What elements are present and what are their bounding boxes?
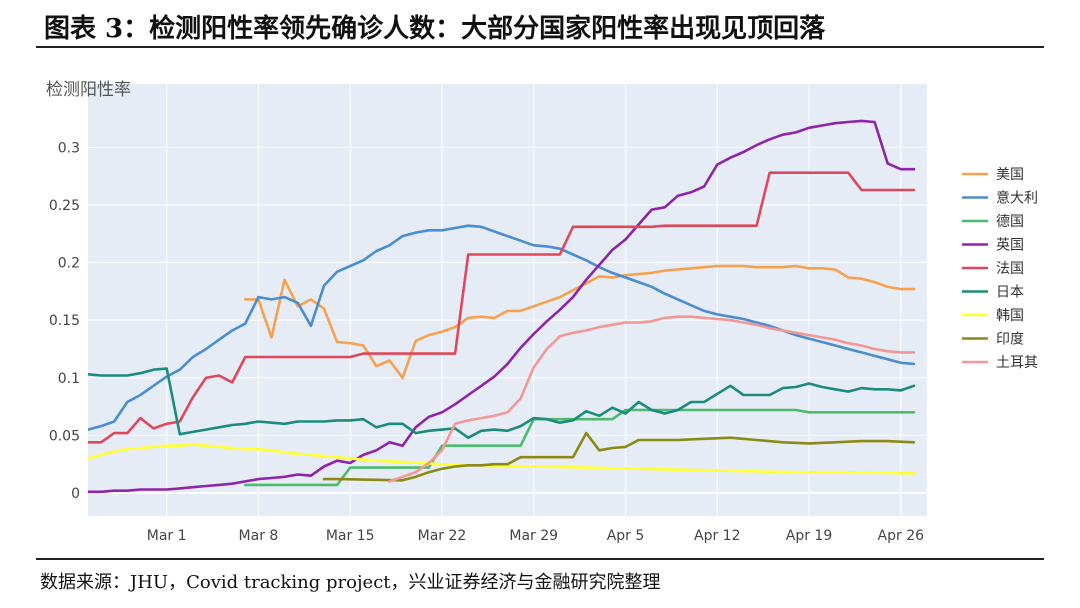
legend-label: 英国 [996,237,1024,254]
y-tick-label: 0.2 [58,256,80,272]
gridlines [88,84,927,516]
x-tick-label: Mar 8 [239,528,279,544]
x-tick-label: Mar 29 [509,528,558,544]
series-line-7 [322,431,916,482]
x-tick-label: Mar 22 [418,528,467,544]
legend-label: 美国 [996,167,1024,183]
x-tick-label: Apr 12 [694,528,740,544]
title-rule [36,46,1044,48]
x-tick-label: Apr 19 [786,528,832,544]
series-line-3 [88,119,916,494]
series-lines [88,119,916,494]
y-tick-label: 0.25 [49,198,80,214]
legend-label: 德国 [996,214,1024,230]
x-tick-label: Apr 26 [878,528,925,544]
source-rule [36,558,1044,560]
y-tick-label: 0.15 [49,313,80,329]
series-line-5 [88,367,916,439]
legend-label: 韩国 [996,308,1024,324]
x-tick-label: Apr 5 [607,528,645,544]
legend-label: 日本 [996,285,1024,301]
series-line-6 [88,443,916,475]
y-tick-label: 0.3 [58,140,80,156]
source-note: 数据来源：JHU，Covid tracking project，兴业证券经济与金… [40,572,661,593]
legend-label: 土耳其 [996,355,1038,371]
series-line-4 [88,171,916,444]
y-tick-label: 0.1 [58,371,80,387]
legend-label: 法国 [996,261,1024,277]
series-line-8 [388,315,916,483]
page-title: 图表 3：检测阳性率领先确诊人数：大部分国家阳性率出现见顶回落 [44,14,826,44]
legend-label: 意大利 [996,190,1038,207]
x-tick-label: Mar 1 [147,528,187,544]
legend-label: 印度 [996,332,1024,348]
plot-background [88,84,927,516]
x-tick-label: Mar 15 [326,528,375,544]
y-tick-label: 0 [71,486,80,502]
chart-title: 检测阳性率 [46,80,131,100]
y-tick-label: 0.05 [49,428,80,444]
